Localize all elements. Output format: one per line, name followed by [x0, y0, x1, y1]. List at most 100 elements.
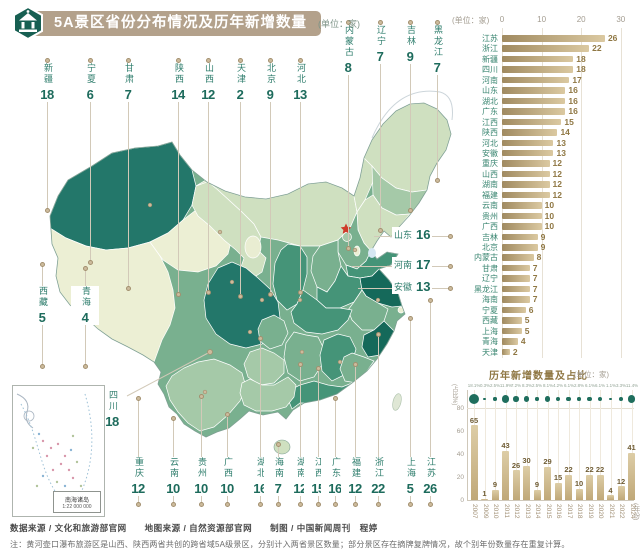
- yearly-chart-title: 历年新增数量及占比: [489, 371, 588, 382]
- pct-label: 8.3%: [521, 383, 532, 389]
- year-value: 43: [501, 441, 510, 451]
- year-label: 2013: [523, 504, 531, 519]
- year-bar: [502, 450, 509, 500]
- map-leader-line: [208, 60, 209, 292]
- province-name: 浙江: [482, 44, 498, 54]
- map-leader-dot: [434, 177, 440, 183]
- map-leader-dot: [257, 501, 263, 507]
- pct-label: 3.3%: [615, 383, 627, 389]
- map-leader-dot: [175, 291, 181, 297]
- province-name: 福建: [482, 190, 498, 200]
- map-province-value: 10: [220, 481, 234, 496]
- map-province-name: 云南: [168, 457, 179, 479]
- year-label: 2019: [586, 504, 594, 519]
- map-province-name: 浙江: [373, 457, 384, 479]
- year-value: 41: [627, 443, 636, 453]
- province-value: 12: [552, 168, 562, 179]
- map-province-value: 10: [166, 481, 180, 496]
- map-leader-dot: [257, 335, 263, 341]
- year-bar: [554, 482, 562, 500]
- province-bar: [502, 55, 574, 63]
- map-leader-dot: [345, 19, 351, 25]
- map-labels-layer: 新疆 18 宁夏 6 甘肃 7 陕西 14 山西 12 天津 2 北京 9 河北 13 内蒙古 8 辽宁 7 吉林 9 黑龙…: [28, 19, 453, 507]
- province-name: 青海: [482, 337, 498, 347]
- grid-line: [631, 390, 633, 500]
- map-province-label-广西: 广西 10: [213, 457, 241, 496]
- map-province-name: 福建: [350, 457, 361, 479]
- pct-dot: [566, 396, 571, 402]
- sichuan-leader-line: [126, 351, 211, 397]
- south-china-sea-inset: 南海诸岛 1:22 000 000: [12, 385, 105, 517]
- pct-label: 0.3%: [479, 383, 490, 389]
- map-province-name: 江西: [313, 457, 324, 479]
- province-name: 山西: [482, 169, 498, 179]
- province-name: 上海: [482, 326, 498, 336]
- province-value: 13: [556, 137, 566, 148]
- year-label: 2009: [481, 504, 489, 519]
- province-name: 西藏: [482, 316, 498, 326]
- year-value: 1: [482, 489, 487, 499]
- province-bar: [502, 87, 566, 94]
- map-leader-dot: [447, 285, 453, 291]
- map-province-name: 陕西: [173, 63, 184, 85]
- year-value: 22: [595, 465, 605, 475]
- map-province-name: 湖北: [255, 457, 266, 479]
- inset-scale: 1:22 000 000: [62, 503, 92, 510]
- province-name: 广西: [482, 222, 498, 232]
- map-province-label-新疆: 新疆 18: [33, 63, 61, 102]
- year-value: 9: [534, 480, 540, 490]
- year-label: 2020: [597, 504, 604, 519]
- yearly-chart-xlabel: (年份): [632, 503, 639, 521]
- province-value: 12: [552, 158, 562, 169]
- pct-label: 4.2%: [552, 383, 564, 389]
- year-label: 2021: [607, 504, 615, 519]
- year-bar: [565, 474, 572, 500]
- map-province-label-云南: 云南 10: [159, 457, 187, 496]
- province-value: 15: [564, 116, 574, 127]
- map-leader-dot: [297, 501, 303, 507]
- map-leader-dot: [275, 441, 281, 447]
- province-name: 河北: [482, 138, 498, 148]
- map-province-value: 10: [194, 481, 208, 496]
- map-province-value: 13: [293, 87, 307, 102]
- year-value: 22: [564, 465, 573, 475]
- map-leader-dot: [170, 415, 176, 421]
- year-bar: [481, 498, 488, 500]
- pct-dot: [577, 397, 581, 401]
- map-leader-dot: [447, 263, 453, 269]
- map-province-label-重庆: 重庆 12: [124, 457, 152, 496]
- map-leader-line: [178, 60, 179, 294]
- map-province-value: 7: [433, 60, 441, 75]
- grid-line: [547, 390, 549, 500]
- map-leader-dot: [332, 501, 338, 507]
- year-bar: [628, 452, 635, 500]
- province-bar: [502, 348, 510, 355]
- province-name: 重庆: [482, 159, 498, 169]
- province-value: 8: [536, 252, 542, 263]
- map-leader-dot: [198, 393, 204, 399]
- map-province-value: 18: [40, 87, 54, 102]
- province-value: 26: [607, 33, 618, 43]
- map-province-label-西藏: 西藏 5: [28, 286, 56, 325]
- province-value: 7: [532, 294, 538, 305]
- pct-dot: [523, 396, 530, 402]
- province-value: 5: [524, 315, 530, 326]
- map-leader-dot: [315, 365, 321, 371]
- map-province-name: 青海: [80, 286, 91, 308]
- axis-tick: 20: [576, 15, 586, 24]
- province-bar: [502, 191, 550, 199]
- province-bar-chart: (单位：家) 0 10 20 30 江苏 26 浙江 22 新疆 18 四川 18 河南 17 山东 16 湖北…: [448, 8, 640, 368]
- province-bar: [502, 317, 522, 324]
- province-bar: [502, 327, 522, 335]
- province-bar: [502, 306, 526, 314]
- map-leader-dot: [332, 395, 338, 401]
- map-province-name: 内蒙古: [343, 25, 354, 58]
- axis-tick: 0: [460, 496, 464, 504]
- map-province-label-天津: 天津 2: [226, 63, 254, 102]
- year-value: 15: [553, 473, 563, 483]
- map-province-name: 广东: [330, 457, 341, 479]
- map-province-label-吉林: 吉林 9: [396, 25, 424, 64]
- map-leader-dot: [175, 57, 181, 63]
- map-leader-dot: [135, 395, 141, 401]
